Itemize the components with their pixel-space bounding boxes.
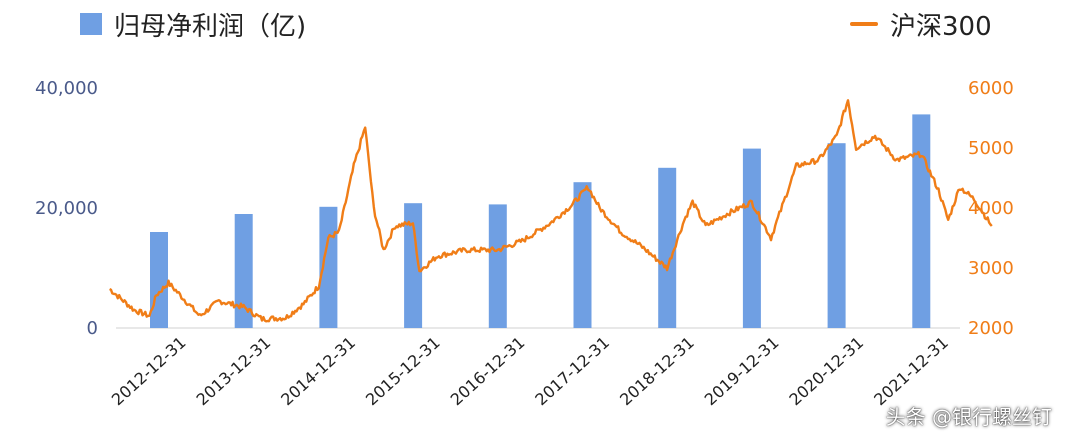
legend-item-line: 沪深300 bbox=[850, 6, 992, 42]
bar bbox=[488, 204, 507, 328]
y-left-tick-label: 40,000 bbox=[35, 78, 98, 99]
series-line-hs300 bbox=[109, 99, 993, 323]
y-right-tick-label: 4000 bbox=[968, 198, 1014, 219]
legend-bar-swatch bbox=[80, 13, 102, 35]
legend-bar-label: 归母净利润（亿) bbox=[114, 11, 307, 42]
y-left-tick-label: 20,000 bbox=[35, 198, 98, 219]
x-tick-label: 2013-12-31 bbox=[193, 333, 275, 409]
x-tick-label: 2019-12-31 bbox=[701, 333, 783, 409]
watermark: 头条 @银行螺丝钉 bbox=[885, 405, 1052, 429]
y-right-tick-label: 6000 bbox=[968, 78, 1014, 99]
y-right-tick-label: 5000 bbox=[968, 138, 1014, 159]
x-tick-label: 2015-12-31 bbox=[362, 333, 444, 409]
legend-line-swatch bbox=[850, 22, 878, 26]
bar bbox=[658, 167, 677, 328]
bar bbox=[573, 182, 592, 328]
legend-line-label: 沪深300 bbox=[890, 11, 992, 42]
legend-item-bar: 归母净利润（亿) bbox=[80, 6, 306, 42]
x-tick-label: 2012-12-31 bbox=[108, 333, 190, 409]
bar bbox=[742, 148, 761, 328]
y-right-tick-label: 3000 bbox=[968, 258, 1014, 279]
bar bbox=[234, 214, 253, 328]
x-tick-label: 2016-12-31 bbox=[447, 333, 529, 409]
y-left-tick-label: 0 bbox=[87, 318, 98, 339]
y-right-tick-label: 2000 bbox=[968, 318, 1014, 339]
bar bbox=[827, 143, 846, 328]
bar bbox=[404, 203, 423, 328]
bar bbox=[912, 114, 931, 329]
x-tick-label: 2020-12-31 bbox=[785, 333, 867, 409]
x-tick-label: 2017-12-31 bbox=[531, 333, 613, 409]
x-tick-label: 2018-12-31 bbox=[616, 333, 698, 409]
bar bbox=[150, 232, 168, 328]
x-tick-label: 2021-12-31 bbox=[870, 333, 952, 409]
x-tick-label: 2014-12-31 bbox=[277, 333, 359, 409]
